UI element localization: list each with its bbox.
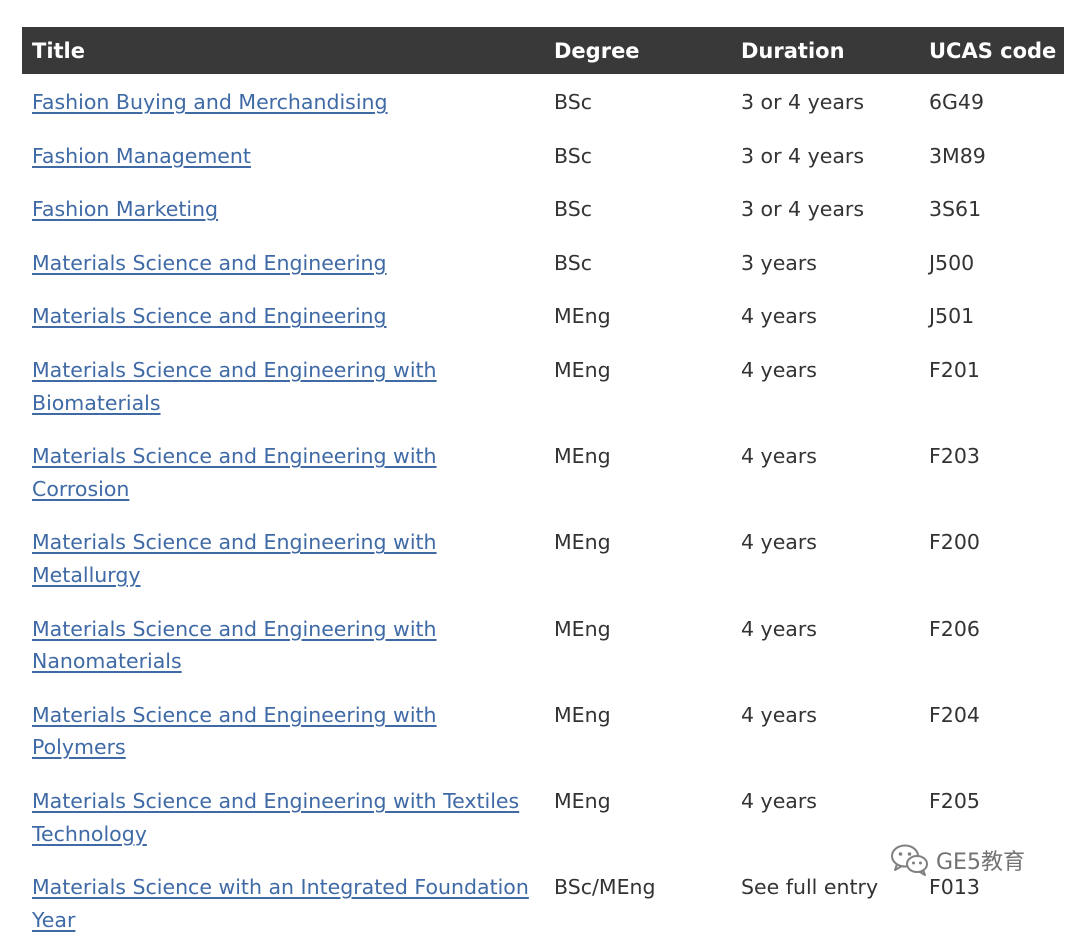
degree-cell: MEng — [554, 530, 611, 555]
course-title-link[interactable]: Materials Science and Engineering with P… — [32, 702, 437, 760]
course-title-link[interactable]: Fashion Buying and Merchandising — [32, 90, 388, 114]
watermark: GE5教育 — [890, 840, 1025, 880]
course-title-cell: Materials Science and Engineering with P… — [22, 687, 544, 773]
table-row: Fashion Buying and Merchandising BSc 3 or … — [22, 74, 1064, 128]
duration-cell: 4 years — [741, 702, 817, 727]
table-header-row: Title Degree Duration UCAS code — [22, 27, 1064, 74]
duration-cell: 3 years — [741, 250, 817, 275]
course-title-cell: Materials Science and Engineering with N… — [22, 601, 544, 687]
ucas-code-cell: F013 — [929, 875, 980, 900]
degree-cell: MEng — [554, 357, 611, 382]
table-header: Title Degree Duration UCAS code — [22, 27, 1064, 74]
degree-cell: MEng — [554, 444, 611, 469]
degree-cell: MEng — [554, 304, 611, 329]
duration-cell: 4 years — [741, 530, 817, 555]
duration-cell: 4 years — [741, 304, 817, 329]
ucas-code-cell: F205 — [929, 788, 980, 813]
table-row: Materials Science and Engineering with T… — [22, 773, 1064, 859]
course-title-cell: Materials Science and Engineering with C… — [22, 428, 544, 514]
watermark-text: GE5教育 — [936, 850, 1025, 875]
ucas-code-cell: F206 — [929, 616, 980, 641]
degree-cell: BSc — [554, 143, 592, 168]
course-title-link[interactable]: Materials Science and Engineering — [32, 250, 387, 275]
column-header-ucas-code: UCAS code — [919, 27, 1064, 74]
table-row: Fashion Marketing BSc 3 or 4 years 3S61 — [22, 181, 1064, 235]
course-title-cell: Materials Science and Engineering with T… — [22, 773, 544, 859]
duration-cell: 3 or 4 years — [741, 197, 865, 222]
table-row: Materials Science and Engineering BSc 3 ye… — [22, 235, 1064, 289]
ucas-code-cell: J501 — [929, 304, 975, 329]
duration-cell: 3 or 4 years — [741, 143, 865, 168]
table-row: Materials Science and Engineering with B… — [22, 342, 1064, 428]
duration-cell: 4 years — [741, 444, 817, 469]
course-title-cell: Materials Science and Engineering — [22, 235, 544, 289]
ucas-code-cell: 3S61 — [929, 197, 982, 222]
ucas-code-cell: F200 — [929, 530, 980, 555]
course-title-cell: Materials Science and Engineering with M… — [22, 514, 544, 600]
ucas-code-cell: F204 — [929, 702, 980, 727]
ucas-code-cell: F201 — [929, 357, 980, 382]
column-header-duration: Duration — [731, 27, 919, 74]
course-title-link[interactable]: Fashion Marketing — [32, 197, 219, 222]
degree-cell: BSc — [554, 197, 592, 222]
course-title-link[interactable]: Materials Science and Engineering with B… — [32, 357, 437, 415]
course-title-cell: Fashion Management — [22, 128, 544, 182]
degree-cell: BSc — [554, 90, 592, 114]
degree-cell: BSc/MEng — [554, 875, 656, 900]
course-title-link[interactable]: Materials Science and Engineering with M… — [32, 530, 437, 587]
course-title-link[interactable]: Materials Science and Engineering with N… — [32, 616, 437, 674]
table-body: Fashion Buying and Merchandising BSc 3 or … — [22, 74, 1064, 945]
column-header-degree: Degree — [544, 27, 731, 74]
course-title-link[interactable]: Materials Science and Engineering — [32, 304, 387, 329]
course-title-link[interactable]: Materials Science with an Integrated Fou… — [32, 875, 529, 932]
table-row: Materials Science with an Integrated Fou… — [22, 859, 1064, 945]
column-header-title: Title — [22, 27, 544, 74]
duration-cell: 3 or 4 years — [741, 90, 865, 114]
ucas-code-cell: 3M89 — [929, 143, 986, 168]
course-title-link[interactable]: Materials Science and Engineering with C… — [32, 444, 437, 501]
ucas-code-cell: J500 — [929, 250, 975, 275]
degree-cell: MEng — [554, 616, 611, 641]
degree-cell: BSc — [554, 250, 592, 275]
table-row: Materials Science and Engineering with M… — [22, 514, 1064, 600]
course-title-cell: Materials Science and Engineering — [22, 288, 544, 342]
course-title-cell: Materials Science and Engineering with B… — [22, 342, 544, 428]
course-title-link[interactable]: Materials Science and Engineering with T… — [32, 788, 520, 846]
course-title-cell: Fashion Marketing — [22, 181, 544, 235]
duration-cell: 4 years — [741, 357, 817, 382]
duration-cell: See full entry — [741, 875, 879, 900]
degree-cell: MEng — [554, 788, 611, 813]
table-row: Materials Science and Engineering with N… — [22, 601, 1064, 687]
table-row: Materials Science and Engineering with C… — [22, 428, 1064, 514]
courses-table: Title Degree Duration UCAS code Fashion … — [22, 27, 1064, 945]
table-row: Materials Science and Engineering MEng 4 y… — [22, 288, 1064, 342]
duration-cell: 4 years — [741, 788, 817, 813]
duration-cell: 4 years — [741, 616, 817, 641]
degree-cell: MEng — [554, 702, 611, 727]
table-row: Materials Science and Engineering with P… — [22, 687, 1064, 773]
ucas-code-cell: F203 — [929, 444, 980, 469]
course-title-link[interactable]: Fashion Management — [32, 143, 251, 168]
wechat-icon — [890, 843, 930, 877]
ucas-code-cell: 6G49 — [929, 90, 985, 114]
course-title-cell: Fashion Buying and Merchandising — [22, 74, 544, 128]
table-row: Fashion Management BSc 3 or 4 years 3M89 — [22, 128, 1064, 182]
course-title-cell: Materials Science with an Integrated Fou… — [22, 859, 544, 945]
